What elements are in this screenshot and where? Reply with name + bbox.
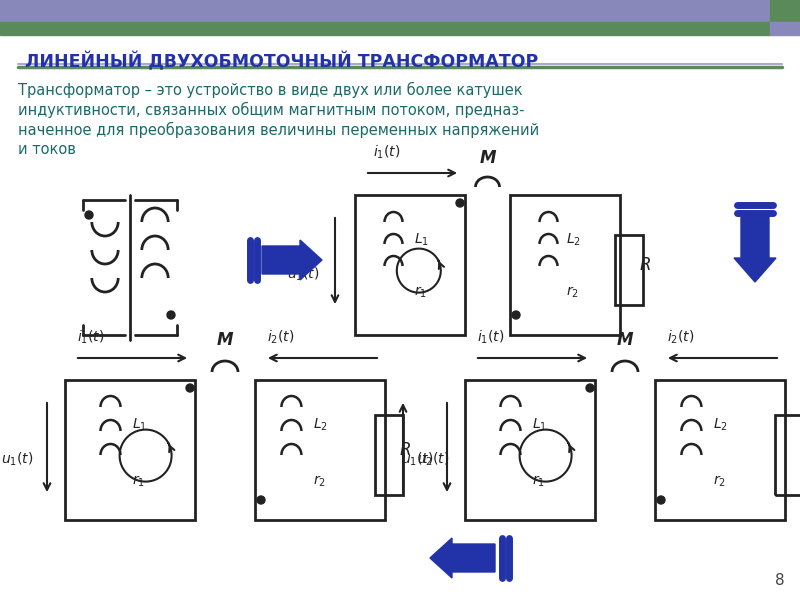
Text: $r_1$: $r_1$ [133, 474, 146, 490]
Text: $r_2$: $r_2$ [566, 285, 579, 300]
Text: $i_2(t)$: $i_2(t)$ [667, 329, 694, 346]
Circle shape [85, 211, 93, 219]
Text: Трансформатор – это устройство в виде двух или более катушек: Трансформатор – это устройство в виде дв… [18, 82, 522, 98]
Bar [465, 380, 595, 520]
Text: и токов: и токов [18, 142, 76, 157]
Text: $u_2(t)$: $u_2(t)$ [417, 451, 450, 469]
Text: $r_2$: $r_2$ [714, 474, 726, 490]
Text: $L_2$: $L_2$ [314, 417, 328, 433]
Bar [770, 0, 800, 22]
Text: $u_1(t)$: $u_1(t)$ [286, 266, 319, 283]
Bar [615, 235, 643, 305]
FancyArrow shape [430, 538, 495, 578]
Text: $u_1(t)$: $u_1(t)$ [401, 451, 434, 469]
Text: $r_1$: $r_1$ [414, 285, 426, 300]
Bar [355, 195, 465, 335]
Text: $i_2(t)$: $i_2(t)$ [267, 329, 294, 346]
Bar [255, 380, 385, 520]
Text: 8: 8 [775, 573, 785, 588]
Bar [775, 415, 800, 495]
Circle shape [257, 496, 265, 504]
Circle shape [512, 311, 520, 319]
Bar [0, 22, 770, 35]
Text: $r_1$: $r_1$ [533, 474, 546, 490]
Text: $L_1$: $L_1$ [533, 417, 547, 433]
FancyArrow shape [734, 217, 776, 282]
Text: $L_2$: $L_2$ [714, 417, 728, 433]
Text: $i_1(t)$: $i_1(t)$ [373, 144, 401, 161]
Text: $i_1(t)$: $i_1(t)$ [477, 329, 505, 346]
Bar [375, 415, 403, 495]
Text: M: M [617, 331, 634, 349]
Bar [655, 380, 785, 520]
Text: $L_1$: $L_1$ [133, 417, 147, 433]
Text: $L_1$: $L_1$ [414, 232, 429, 248]
Text: $u_1(t)$: $u_1(t)$ [1, 451, 34, 469]
Text: $r_2$: $r_2$ [314, 474, 326, 490]
Text: $i_1(t)$: $i_1(t)$ [77, 329, 105, 346]
Bar [0, 0, 770, 22]
Bar [510, 195, 620, 335]
Bar [770, 22, 800, 35]
Circle shape [586, 384, 594, 392]
Text: индуктивности, связанных общим магнитным потоком, предназ-: индуктивности, связанных общим магнитным… [18, 102, 525, 118]
Text: $L_2$: $L_2$ [566, 232, 582, 248]
Text: M: M [217, 331, 234, 349]
Text: R: R [639, 256, 650, 274]
Circle shape [456, 199, 464, 207]
Text: M: M [479, 149, 496, 167]
Circle shape [167, 311, 175, 319]
Circle shape [657, 496, 665, 504]
Text: R: R [399, 441, 410, 459]
Circle shape [186, 384, 194, 392]
Text: ЛИНЕЙНЫЙ ДВУХОБМОТОЧНЫЙ ТРАНСФОРМАТОР: ЛИНЕЙНЫЙ ДВУХОБМОТОЧНЫЙ ТРАНСФОРМАТОР [25, 52, 538, 71]
Bar [65, 380, 195, 520]
FancyArrow shape [262, 240, 322, 280]
Text: наченное для преобразования величины переменных напряжений: наченное для преобразования величины пер… [18, 122, 539, 138]
